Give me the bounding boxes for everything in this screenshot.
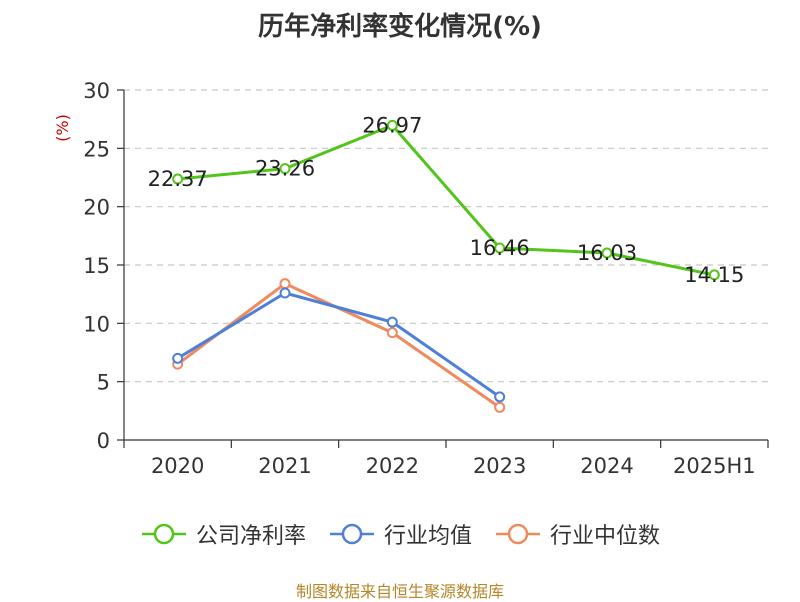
legend-marker-icon	[329, 523, 374, 545]
series	[172, 119, 720, 413]
data-point	[601, 247, 613, 259]
legend-item[interactable]: 行业中位数	[494, 518, 660, 550]
data-label: 22.37	[148, 167, 208, 191]
data-point	[172, 173, 184, 185]
data-point	[494, 391, 506, 403]
legend-marker-icon	[496, 523, 540, 545]
y-tick-label: 30	[83, 79, 110, 103]
legend-circle	[507, 523, 529, 545]
legend-label: 公司净利率	[195, 524, 306, 549]
data-point	[386, 316, 398, 328]
y-tick-label: 20	[83, 196, 110, 220]
data-label: 23.26	[255, 157, 315, 181]
chart-title: 历年净利率变化情况(%)	[258, 12, 542, 42]
x-tick-label: 2024	[580, 454, 633, 478]
data-label: 14.15	[684, 263, 744, 287]
source-note: 制图数据来自恒生聚源数据库	[295, 582, 504, 601]
data-point	[708, 269, 720, 281]
axes: 0 5 10 15 20 25 30 (%) 2020 2021 2022 2023 2024 2025H…	[53, 79, 769, 478]
gridlines	[124, 89, 768, 383]
data-labels: 22.37 23.26 26.97 16.46 16.03 14.15	[148, 113, 745, 287]
legend-label: 行业均值	[383, 524, 472, 549]
data-point	[279, 278, 291, 290]
legend-label: 行业中位数	[550, 524, 661, 549]
series-line	[177, 123, 715, 277]
y-tick-label: 10	[83, 312, 110, 336]
data-label: 16.03	[577, 241, 637, 265]
data-point	[494, 242, 506, 254]
y-tick-label: 25	[83, 137, 110, 161]
legend-circle	[153, 523, 175, 545]
data-point	[386, 327, 398, 339]
series-line	[176, 291, 501, 399]
legend-marker-icon	[141, 523, 186, 545]
data-point	[279, 163, 291, 175]
x-tick-label: 2023	[473, 454, 526, 478]
x-tick-label: 2025H1	[673, 454, 756, 478]
x-tick-label: 2022	[366, 454, 419, 478]
data-label: 26.97	[362, 113, 422, 137]
data-point	[386, 119, 398, 131]
data-label: 16.46	[470, 236, 530, 260]
series-line	[176, 282, 501, 409]
legend: 公司净利率 行业均值 行业中位数	[0, 518, 800, 550]
data-point	[172, 352, 184, 364]
y-tick-label: 5	[97, 371, 110, 395]
legend-item[interactable]: 行业均值	[328, 518, 472, 550]
legend-circle	[341, 523, 363, 545]
y-tick-label: 15	[83, 254, 110, 278]
y-axis-label: (%)	[53, 114, 72, 142]
data-point	[279, 287, 291, 299]
x-tick-label: 2021	[258, 454, 311, 478]
data-point	[494, 401, 506, 413]
legend-item[interactable]: 公司净利率	[140, 518, 306, 550]
x-tick-label: 2020	[151, 454, 204, 478]
y-tick-label: 0	[97, 429, 110, 453]
